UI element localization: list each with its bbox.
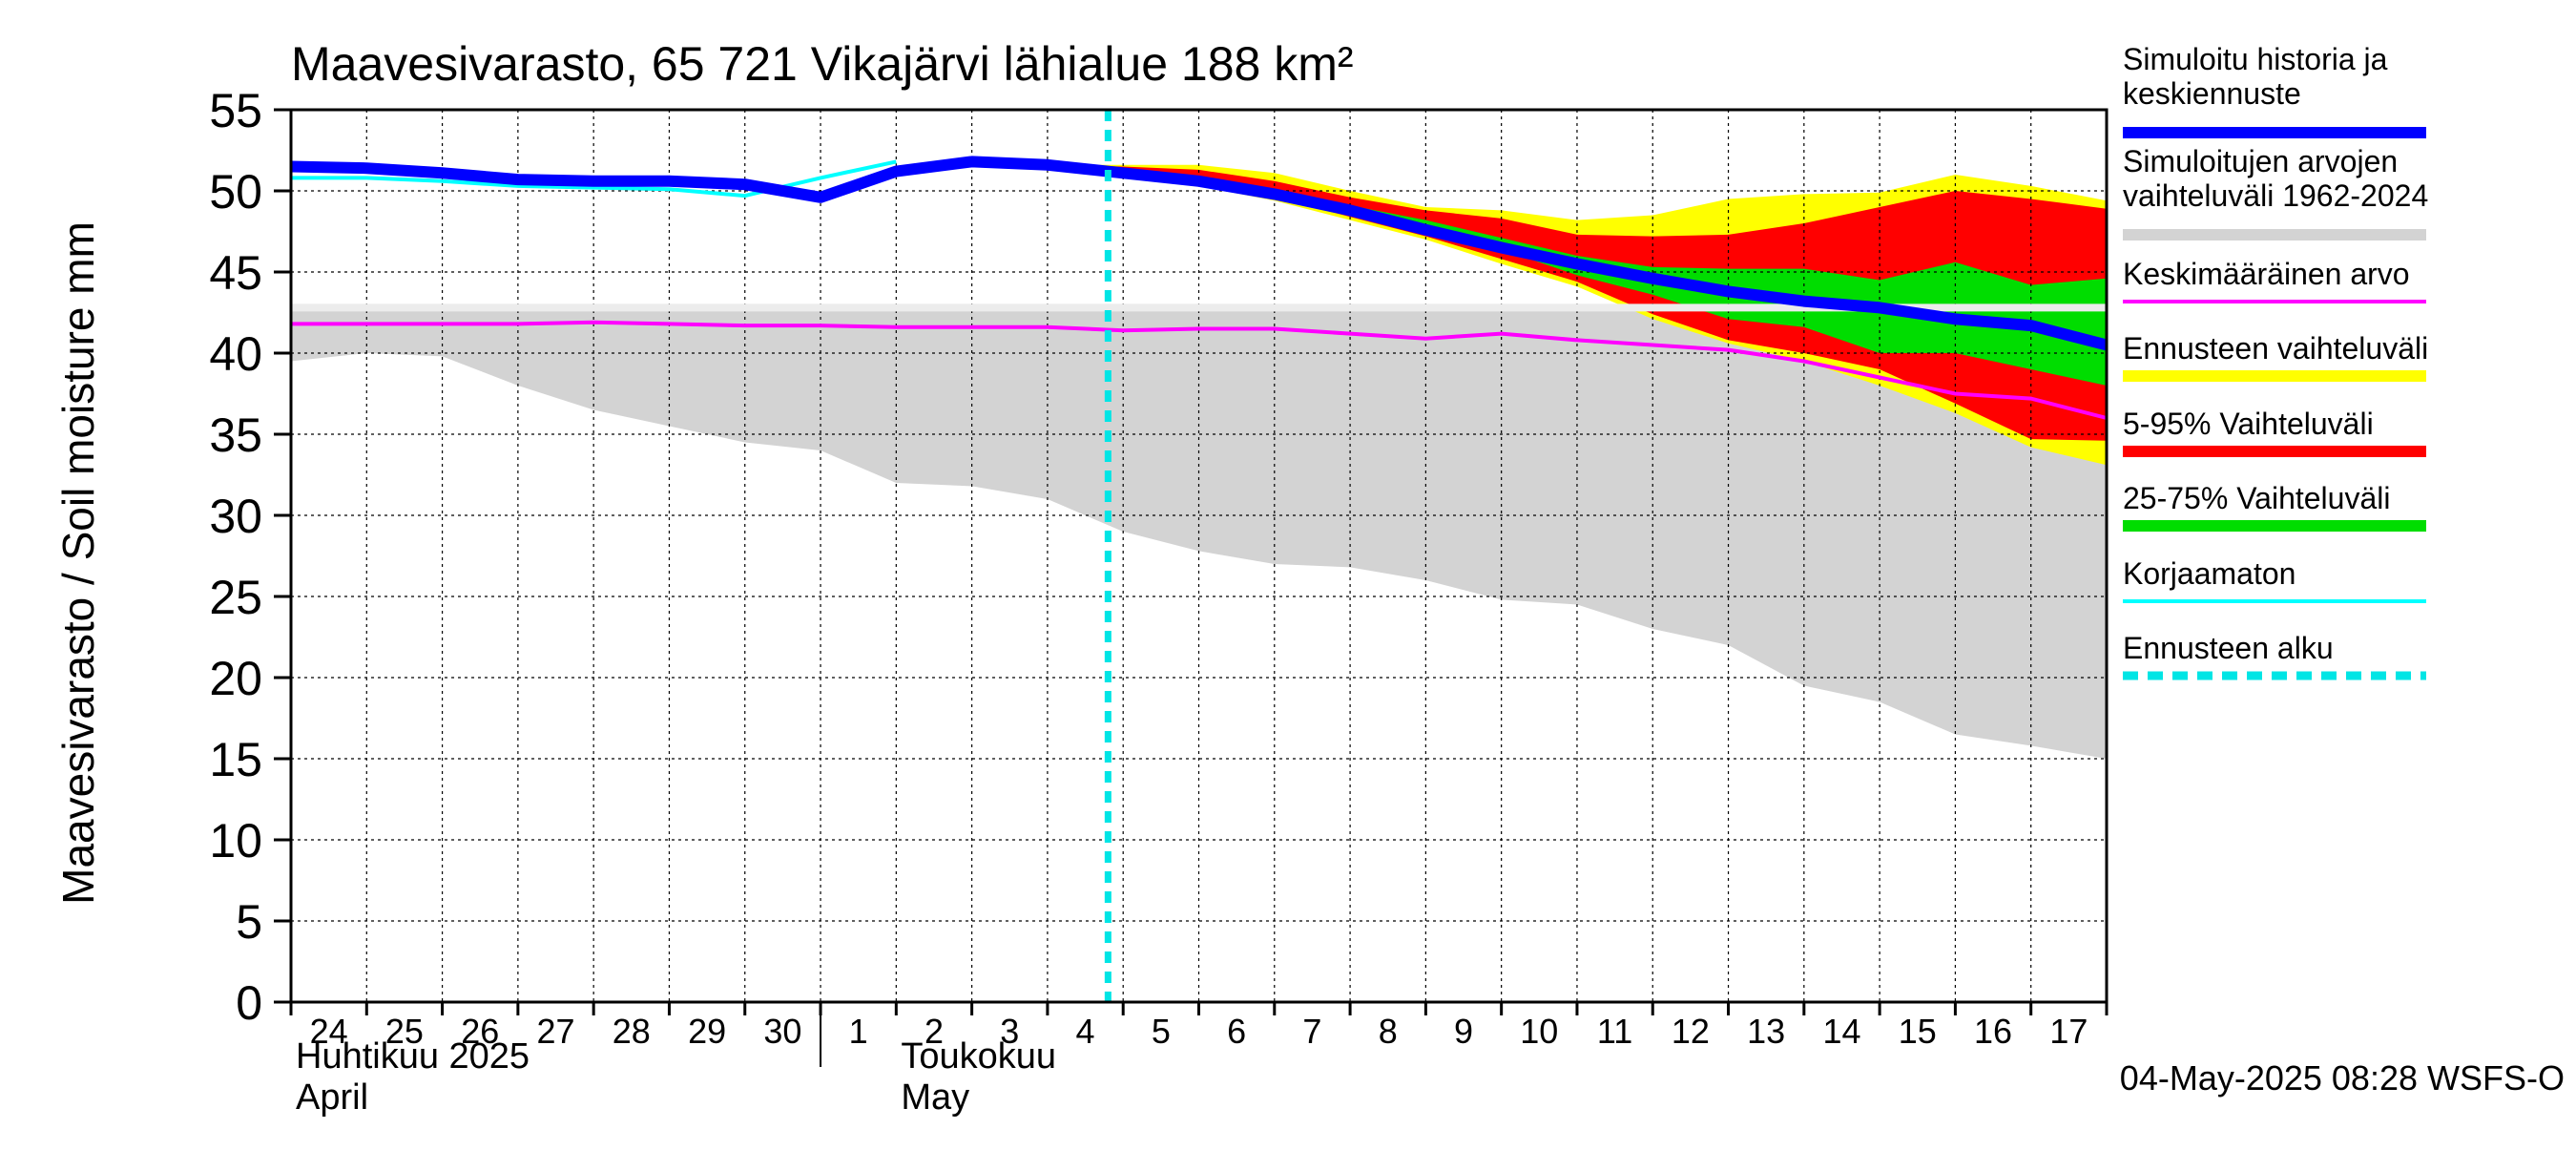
p5-95-band [1047,164,2107,441]
y-tick-label: 10 [209,814,262,868]
legend-label: 5-95% Vaihteluväli [2123,407,2374,441]
y-tick-label: 0 [236,976,262,1030]
x-day-label: 6 [1227,1012,1246,1051]
footer-timestamp: 04-May-2025 08:28 WSFS-O [2120,1058,2565,1098]
month-label-en: May [901,1077,969,1118]
y-tick-label: 50 [209,165,262,219]
mean-line [291,320,2108,420]
x-day-label: 7 [1302,1012,1321,1051]
y-tick-label: 15 [209,733,262,786]
y-tick-label: 30 [209,490,262,543]
y-tick-label: 55 [209,84,262,137]
month-label-fi: Huhtikuu 2025 [296,1036,530,1077]
x-day-label: 11 [1597,1012,1632,1051]
x-day-label: 25 [385,1012,424,1051]
x-day-label: 16 [1974,1012,2012,1051]
legend-label: Korjaamaton [2123,556,2296,591]
month-label-fi: Toukokuu [901,1036,1056,1077]
x-day-label: 4 [1076,1012,1095,1051]
y-tick-label: 25 [209,571,262,624]
x-day-label: 10 [1520,1012,1558,1051]
line-layer [290,110,2109,1002]
x-day-label: 9 [1454,1012,1473,1051]
x-day-label: 3 [1000,1012,1019,1051]
simulated-history-line [290,156,2109,351]
legend-label: Simuloitu historia ja [2123,42,2388,76]
y-tick-label: 20 [209,652,262,705]
y-tick-label: 45 [209,246,262,300]
legend-label-line2: vaihteluväli 1962-2024 [2123,178,2428,213]
legend-label: Ennusteen vaihteluväli [2123,331,2428,366]
x-day-label: 30 [763,1012,801,1051]
x-day-label: 12 [1672,1012,1710,1051]
x-day-label: 28 [613,1012,651,1051]
x-day-label: 8 [1379,1012,1398,1051]
legend-label: Simuloitujen arvojen [2123,144,2398,178]
x-day-label: 13 [1747,1012,1785,1051]
legend-label-line2: keskiennuste [2123,76,2301,111]
x-day-label: 5 [1152,1012,1171,1051]
month-label-en: April [296,1077,368,1118]
y-tick-label: 5 [236,895,262,949]
x-day-label: 27 [536,1012,574,1051]
x-day-label: 24 [310,1012,348,1051]
p25-75-band [1047,164,2107,386]
uncorrected-line [291,159,897,199]
y-axis-label: Maavesivarasto / Soil moisture mm [53,221,103,905]
x-day-label: 17 [2049,1012,2088,1051]
y-tick-label: 40 [209,327,262,381]
y-tick-label: 35 [209,408,262,462]
x-day-label: 1 [849,1012,868,1051]
x-day-label: 15 [1899,1012,1937,1051]
grid-layer [291,110,2107,1002]
legend-label: Ennusteen alku [2123,631,2334,665]
x-day-label: 2 [924,1012,944,1051]
chart-title: Maavesivarasto, 65 721 Vikajärvi lähialu… [291,37,1354,91]
legend-label: Keskimääräinen arvo [2123,257,2410,291]
legend-label: 25-75% Vaihteluväli [2123,481,2390,515]
x-day-label: 29 [688,1012,726,1051]
x-day-label: 14 [1822,1012,1860,1051]
x-day-label: 26 [461,1012,499,1051]
